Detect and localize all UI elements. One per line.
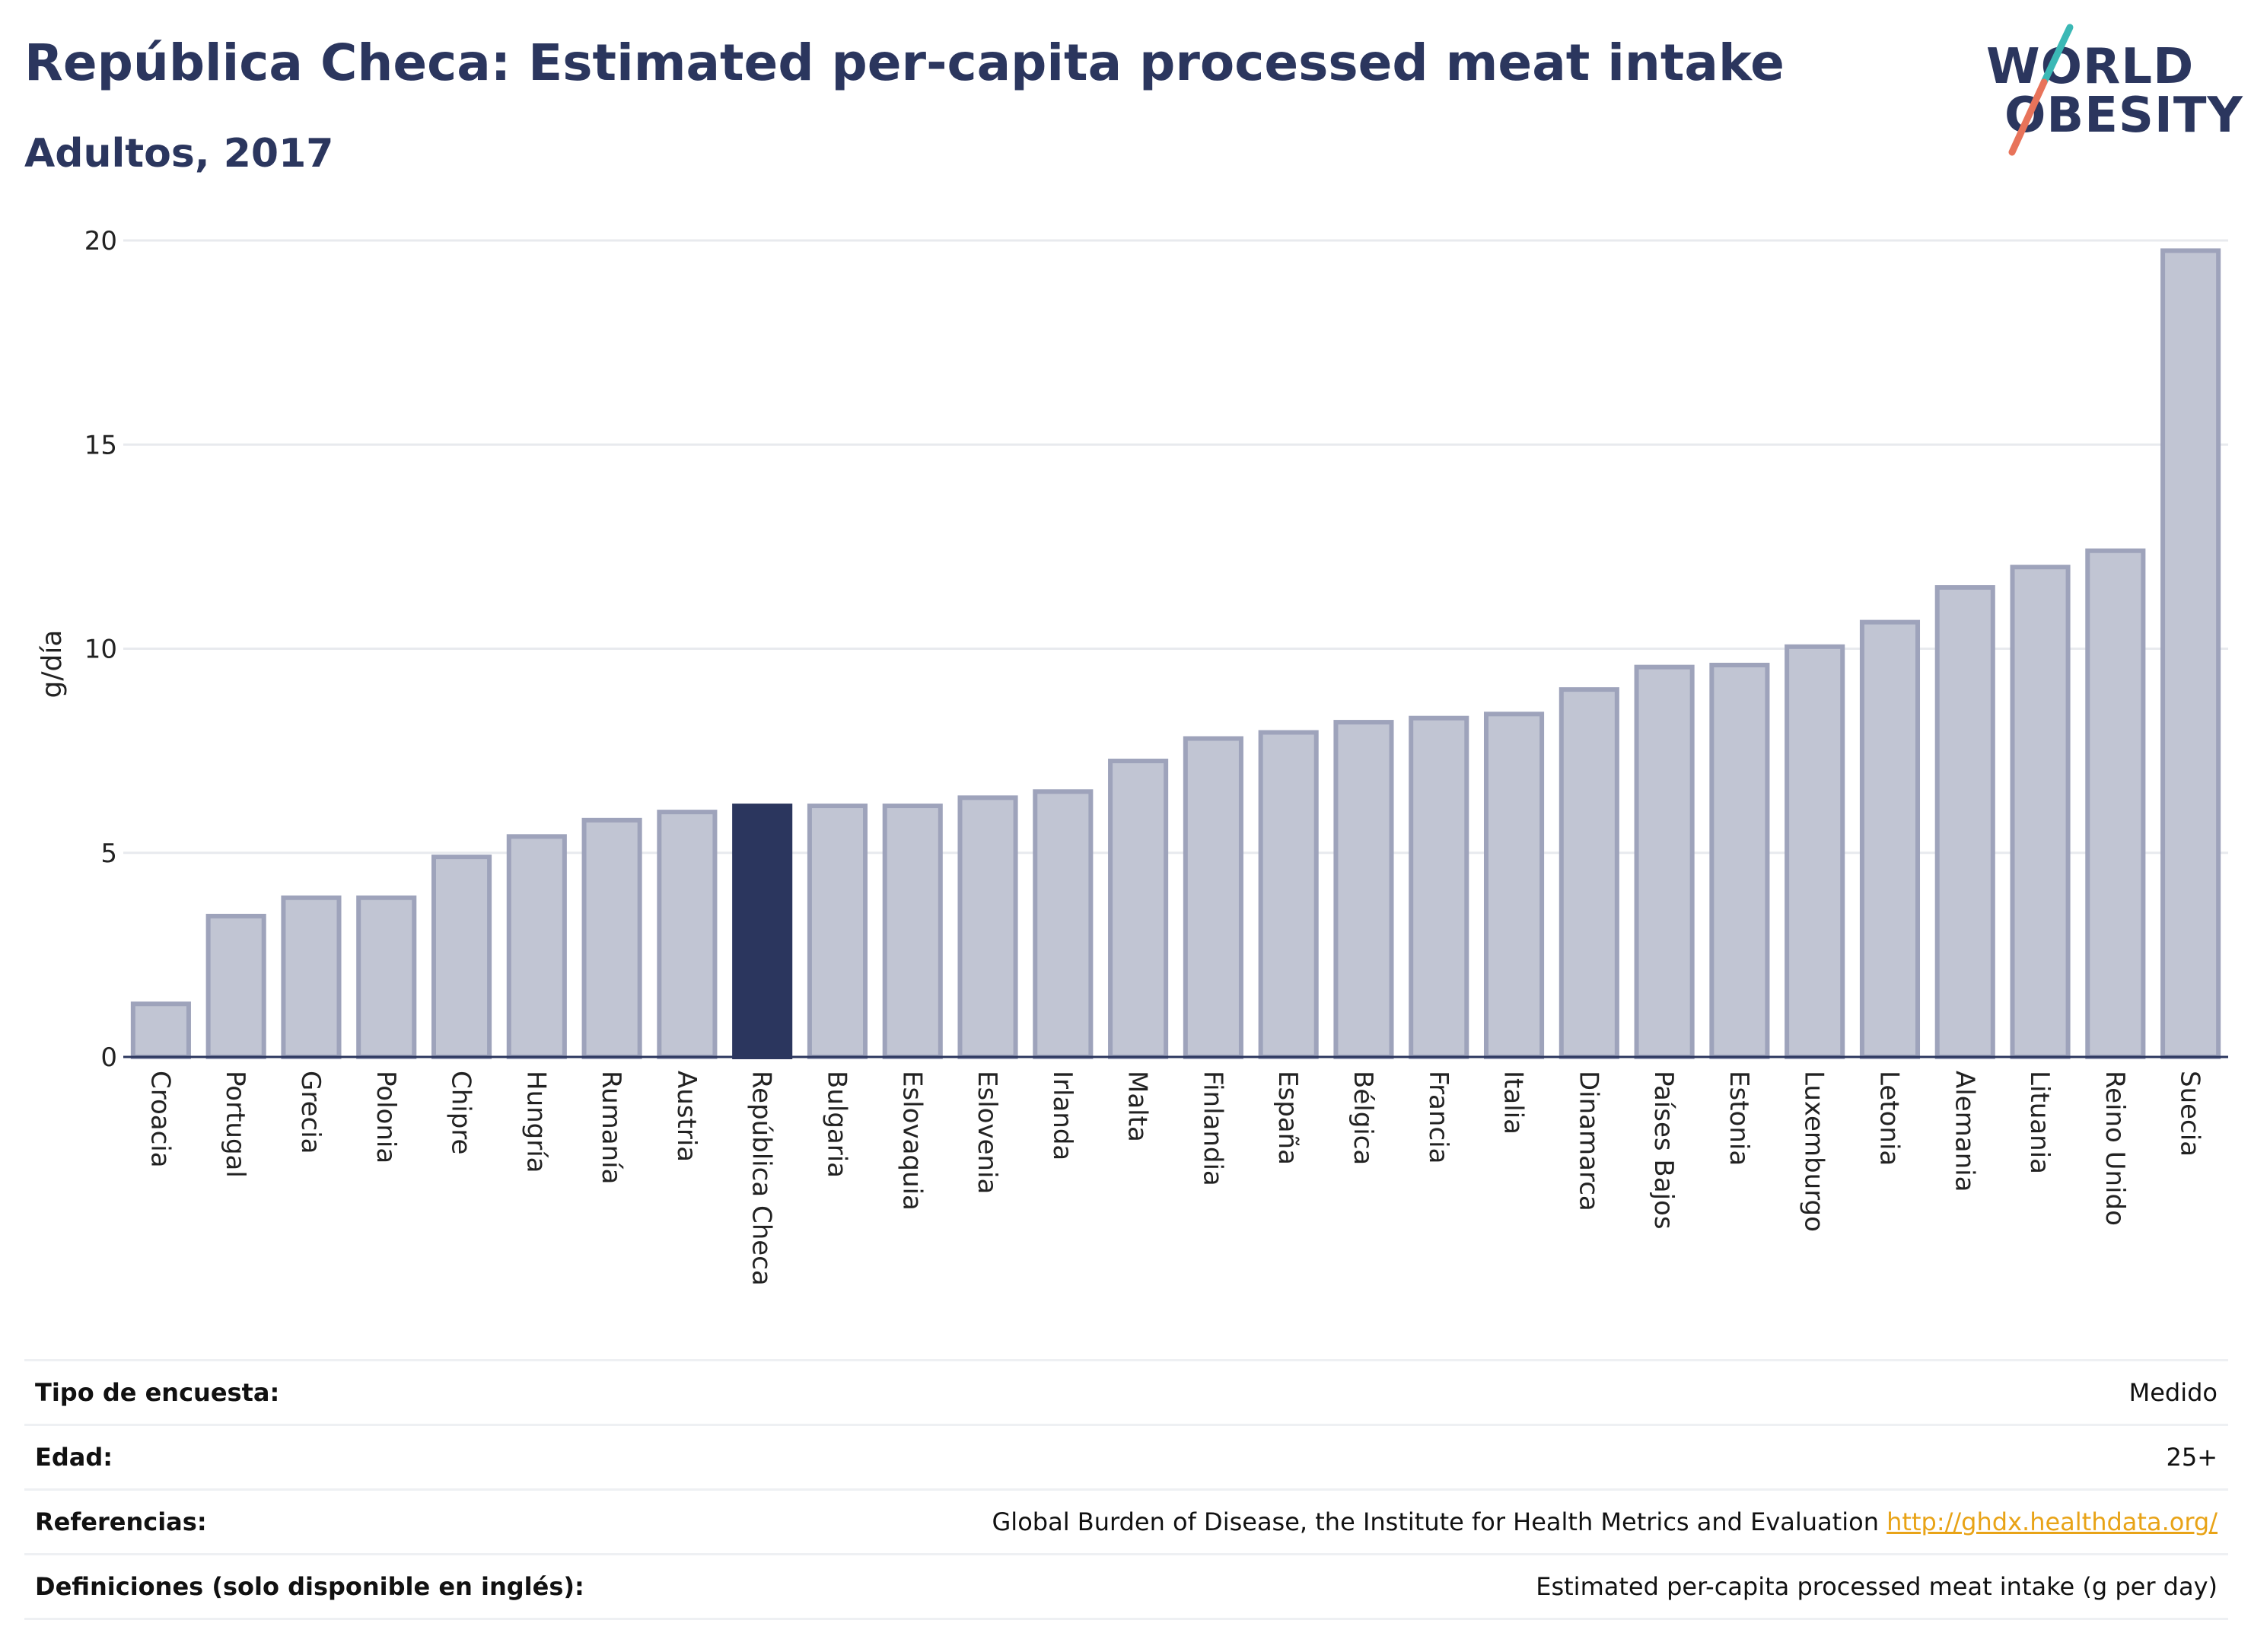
definitions-label: Definiciones (solo disponible en inglés)… <box>35 1572 584 1601</box>
bar <box>130 1001 191 1060</box>
bar <box>581 817 642 1060</box>
age-label: Edad: <box>35 1443 113 1472</box>
bar <box>2160 248 2221 1060</box>
bar <box>807 804 868 1059</box>
x-tick-label: Malta <box>1122 1071 1153 1142</box>
references-value: Global Burden of Disease, the Institute … <box>992 1507 2229 1536</box>
x-tick-label: Bulgaria <box>821 1071 852 1178</box>
bar <box>1859 619 1921 1059</box>
bar-chart: 0 5 10 15 20 g/día Croacia Portugal Grecia Poloni… <box>37 226 2228 1286</box>
x-tick-label: Chipre <box>446 1071 476 1154</box>
x-tick-label: Eslovaquia <box>896 1071 927 1211</box>
references-label: Referencias: <box>35 1507 207 1536</box>
x-tick-label: Reino Unido <box>2100 1071 2130 1226</box>
x-tick-label: España <box>1272 1071 1303 1165</box>
references-text: Global Burden of Disease, the Institute … <box>992 1507 1879 1536</box>
x-tick-label: Alemania <box>1949 1071 1979 1192</box>
x-tick-label: Letonia <box>1874 1071 1904 1166</box>
x-tick-label: Suecia <box>2175 1071 2205 1157</box>
references-link[interactable]: http://ghdx.healthdata.org/ <box>1886 1507 2218 1536</box>
x-tick-label: Lituania <box>2024 1071 2055 1174</box>
x-tick-label: Países Bajos <box>1648 1071 1679 1230</box>
info-row-age: Edad: 25+ <box>24 1424 2228 1488</box>
bar <box>732 804 793 1059</box>
x-tick-label: Finlandia <box>1197 1071 1227 1186</box>
x-tick-label: República Checa <box>747 1071 777 1286</box>
bar <box>1785 644 1845 1059</box>
info-row-references: Referencias: Global Burden of Disease, t… <box>24 1488 2228 1553</box>
bar <box>431 855 492 1059</box>
chart-title: República Checa: Estimated per-capita pr… <box>24 33 1785 92</box>
info-row-definitions: Definiciones (solo disponible en inglés)… <box>24 1553 2228 1620</box>
x-tick-label: Hungría <box>521 1071 551 1173</box>
survey-type-label: Tipo de encuesta: <box>35 1378 280 1407</box>
x-tick-label: Irlanda <box>1047 1071 1078 1160</box>
bar <box>1709 662 1770 1059</box>
bar <box>1483 711 1545 1060</box>
age-value: 25+ <box>2166 1443 2218 1472</box>
y-tick-label: 15 <box>84 430 117 460</box>
bar <box>1183 736 1243 1060</box>
logo-word-2: OBESITY <box>2004 88 2243 144</box>
bar <box>1634 664 1695 1059</box>
bar <box>657 810 718 1059</box>
y-tick-label: 20 <box>84 226 117 256</box>
bar <box>2010 565 2071 1059</box>
bar <box>882 804 943 1059</box>
bar <box>356 895 417 1060</box>
info-row-survey-type: Tipo de encuesta: Medido <box>24 1359 2228 1424</box>
definitions-value: Estimated per-capita processed meat inta… <box>1536 1572 2218 1601</box>
x-tick-label: Estonia <box>1724 1071 1754 1166</box>
bar <box>205 913 266 1059</box>
bar <box>1409 715 1469 1060</box>
x-tick-label: Bélgica <box>1348 1071 1378 1165</box>
info-table: Tipo de encuesta: Medido Edad: 25+ Refer… <box>24 1359 2228 1620</box>
x-tick-label: Rumanía <box>596 1071 626 1184</box>
x-tick-label: Portugal <box>220 1071 250 1178</box>
bar <box>2085 548 2146 1059</box>
bar <box>1333 720 1394 1059</box>
logo-word-1: WORLD <box>1986 39 2195 95</box>
bar <box>1258 730 1319 1059</box>
bar <box>1934 585 1995 1059</box>
y-axis-label: g/día <box>37 630 68 699</box>
chart-subtitle: Adultos, 2017 <box>24 131 334 177</box>
world-obesity-logo: WORLD OBESITY <box>1986 23 2243 160</box>
x-tick-label: Austria <box>671 1071 702 1162</box>
y-tick-label: 10 <box>84 635 117 665</box>
y-tick-label: 0 <box>100 1042 117 1073</box>
x-tick-label: Italia <box>1498 1071 1529 1135</box>
x-tick-label: Croacia <box>145 1071 175 1168</box>
bar <box>281 895 342 1060</box>
bar <box>506 834 567 1059</box>
logo-slash-icon <box>2008 24 2074 156</box>
bar <box>957 795 1018 1059</box>
bar <box>1033 789 1094 1060</box>
bar <box>1108 759 1169 1059</box>
x-tick-label: Eslovenia <box>972 1071 1002 1194</box>
x-tick-label: Francia <box>1423 1071 1453 1163</box>
x-tick-label: Luxemburgo <box>1799 1071 1829 1232</box>
x-tick-label: Dinamarca <box>1573 1071 1603 1211</box>
x-tick-label: Polonia <box>371 1071 401 1163</box>
x-tick-label: Grecia <box>295 1071 326 1154</box>
bar <box>1559 687 1619 1060</box>
y-tick-label: 5 <box>100 839 117 869</box>
survey-type-value: Medido <box>2128 1378 2218 1407</box>
